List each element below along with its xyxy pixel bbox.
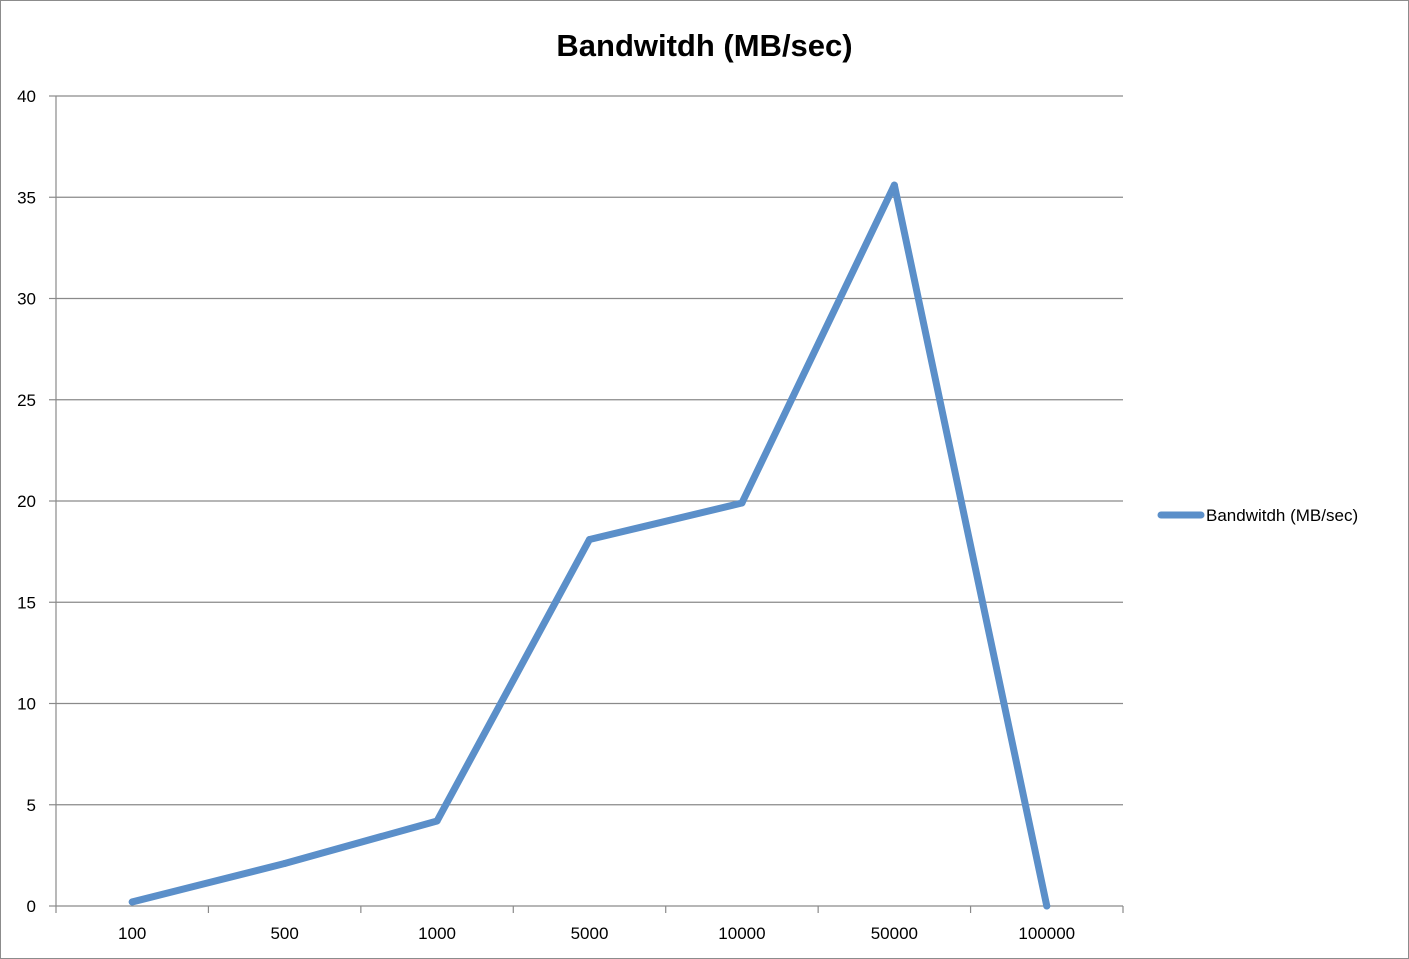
x-tick-label: 50000: [871, 924, 918, 943]
y-tick-label: 10: [17, 695, 36, 714]
gridlines: [56, 95, 1123, 806]
legend-label: Bandwitdh (MB/sec): [1206, 506, 1358, 525]
data-point: [738, 499, 746, 507]
data-point: [1043, 902, 1051, 910]
data-point: [890, 181, 898, 189]
y-tick-labels: 0 5 10 15 20 25 30 35 40: [17, 87, 36, 916]
y-tick-label: 40: [17, 87, 36, 106]
y-tick-label: 30: [17, 290, 36, 309]
y-tick-label: 20: [17, 492, 36, 511]
x-tick-label: 500: [270, 924, 298, 943]
chart-title: Bandwitdh (MB/sec): [556, 28, 853, 63]
data-point: [128, 898, 136, 906]
series-lines: [128, 181, 1051, 910]
y-tick-label: 35: [17, 188, 36, 207]
x-tick-label: 10000: [718, 924, 765, 943]
y-tick-label: 0: [27, 897, 36, 916]
axes: [49, 95, 1124, 913]
x-tick-label: 5000: [571, 924, 609, 943]
y-tick-label: 15: [17, 593, 36, 612]
data-point: [433, 817, 441, 825]
y-tick-label: 25: [17, 391, 36, 410]
x-tick-labels: 100 500 1000 5000 10000 50000 100000: [118, 924, 1075, 943]
x-tick-label: 100: [118, 924, 146, 943]
x-tick-label: 1000: [418, 924, 456, 943]
data-point: [586, 535, 593, 543]
series-line: [128, 181, 1051, 910]
x-tick-label: 100000: [1018, 924, 1075, 943]
data-point: [281, 859, 289, 867]
legend: Bandwitdh (MB/sec): [1157, 506, 1358, 525]
y-tick-label: 5: [27, 796, 36, 815]
